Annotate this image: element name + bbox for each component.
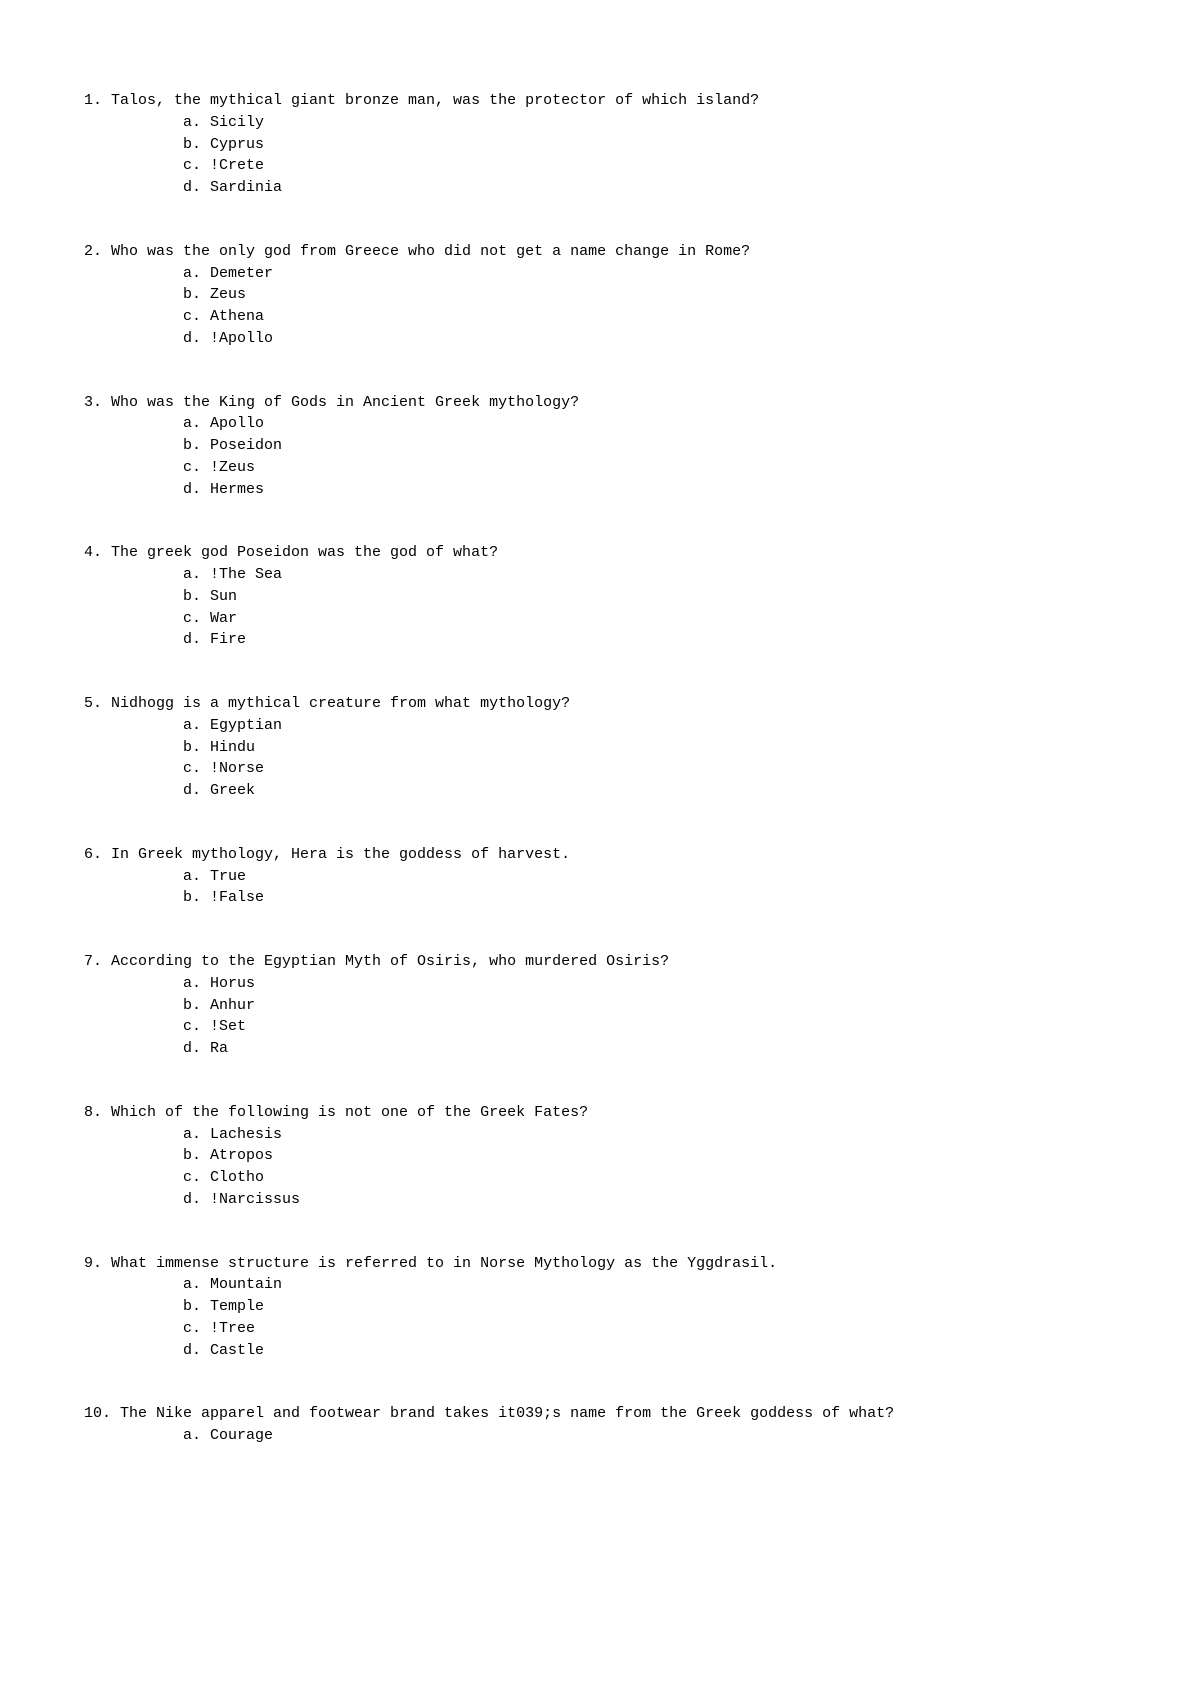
answer-option: d. !Apollo <box>84 328 1116 350</box>
answer-option: a. Apollo <box>84 413 1116 435</box>
question-block: 5. Nidhogg is a mythical creature from w… <box>84 693 1116 802</box>
question-text: 7. According to the Egyptian Myth of Osi… <box>84 951 1116 973</box>
questions-container: 1. Talos, the mythical giant bronze man,… <box>84 90 1116 1447</box>
answer-option: b. Temple <box>84 1296 1116 1318</box>
answer-option: a. Demeter <box>84 263 1116 285</box>
answer-option: b. !False <box>84 887 1116 909</box>
answer-option: c. !Zeus <box>84 457 1116 479</box>
answer-option: b. Atropos <box>84 1145 1116 1167</box>
answer-option: a. True <box>84 866 1116 888</box>
answer-option: d. Greek <box>84 780 1116 802</box>
answer-option: d. Ra <box>84 1038 1116 1060</box>
question-block: 2. Who was the only god from Greece who … <box>84 241 1116 350</box>
answer-option: b. Zeus <box>84 284 1116 306</box>
answer-option: d. !Narcissus <box>84 1189 1116 1211</box>
question-text: 1. Talos, the mythical giant bronze man,… <box>84 90 1116 112</box>
question-text: 4. The greek god Poseidon was the god of… <box>84 542 1116 564</box>
question-block: 3. Who was the King of Gods in Ancient G… <box>84 392 1116 501</box>
answer-option: a. Courage <box>84 1425 1116 1447</box>
answer-option: d. Fire <box>84 629 1116 651</box>
question-text: 5. Nidhogg is a mythical creature from w… <box>84 693 1116 715</box>
answer-option: b. Poseidon <box>84 435 1116 457</box>
quiz-page: 1. Talos, the mythical giant bronze man,… <box>0 0 1200 1698</box>
question-text: 3. Who was the King of Gods in Ancient G… <box>84 392 1116 414</box>
answer-option: b. Cyprus <box>84 134 1116 156</box>
answer-option: d. Castle <box>84 1340 1116 1362</box>
answer-option: b. Hindu <box>84 737 1116 759</box>
answer-option: c. !Set <box>84 1016 1116 1038</box>
answer-option: a. Horus <box>84 973 1116 995</box>
answer-option: c. !Crete <box>84 155 1116 177</box>
question-text: 9. What immense structure is referred to… <box>84 1253 1116 1275</box>
answer-option: d. Hermes <box>84 479 1116 501</box>
answer-option: a. Egyptian <box>84 715 1116 737</box>
answer-option: b. Sun <box>84 586 1116 608</box>
question-text: 8. Which of the following is not one of … <box>84 1102 1116 1124</box>
answer-option: b. Anhur <box>84 995 1116 1017</box>
answer-option: a. Lachesis <box>84 1124 1116 1146</box>
question-text: 6. In Greek mythology, Hera is the godde… <box>84 844 1116 866</box>
answer-option: c. !Norse <box>84 758 1116 780</box>
question-block: 9. What immense structure is referred to… <box>84 1253 1116 1362</box>
question-text: 10. The Nike apparel and footwear brand … <box>84 1403 1116 1425</box>
answer-option: a. Sicily <box>84 112 1116 134</box>
answer-option: c. War <box>84 608 1116 630</box>
answer-option: c. Athena <box>84 306 1116 328</box>
question-block: 8. Which of the following is not one of … <box>84 1102 1116 1211</box>
question-block: 1. Talos, the mythical giant bronze man,… <box>84 90 1116 199</box>
question-block: 4. The greek god Poseidon was the god of… <box>84 542 1116 651</box>
answer-option: c. Clotho <box>84 1167 1116 1189</box>
question-text: 2. Who was the only god from Greece who … <box>84 241 1116 263</box>
answer-option: a. Mountain <box>84 1274 1116 1296</box>
question-block: 6. In Greek mythology, Hera is the godde… <box>84 844 1116 909</box>
answer-option: a. !The Sea <box>84 564 1116 586</box>
answer-option: d. Sardinia <box>84 177 1116 199</box>
question-block: 7. According to the Egyptian Myth of Osi… <box>84 951 1116 1060</box>
answer-option: c. !Tree <box>84 1318 1116 1340</box>
question-block: 10. The Nike apparel and footwear brand … <box>84 1403 1116 1447</box>
